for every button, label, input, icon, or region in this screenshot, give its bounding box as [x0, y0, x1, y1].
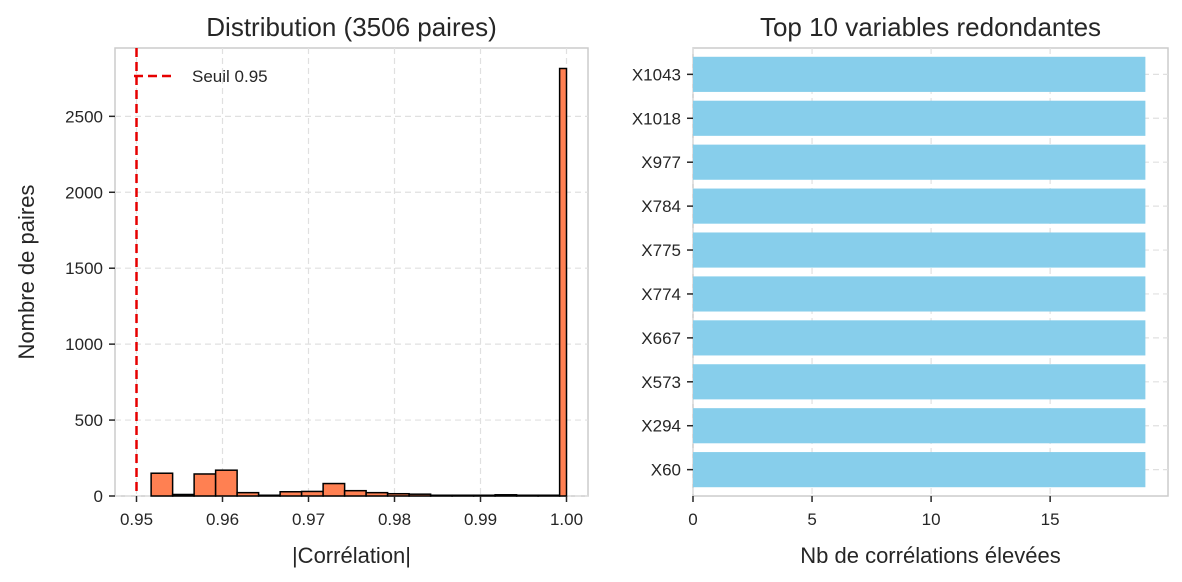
top-variables-bar [693, 100, 1146, 136]
histogram-y-axis-label: Nombre de paires [14, 185, 39, 360]
histogram-bar [279, 490, 303, 497]
top-variables-y-tick-label: X573 [641, 373, 681, 392]
histogram-bars [150, 67, 568, 497]
histogram-bar [494, 494, 518, 497]
histogram-bar [386, 492, 410, 497]
top-variables-y-tick-label: X775 [641, 241, 681, 260]
top-variables-bar [693, 276, 1146, 312]
histogram-bar [214, 469, 238, 497]
histogram-bar [257, 494, 281, 497]
histogram-bar [236, 491, 260, 497]
legend-threshold-label: Seuil 0.95 [192, 67, 268, 86]
histogram-x-tick-label: 0.96 [206, 510, 239, 529]
top-variables-y-tick-label: X294 [641, 417, 681, 436]
top-variables-y-tick-label: X667 [641, 329, 681, 348]
top-variables-y-tick-label: X784 [641, 197, 681, 216]
histogram-bar [365, 491, 389, 497]
top-variables-bar [693, 452, 1146, 488]
top-variables-y-tick-label: X774 [641, 285, 681, 304]
histogram-x-axis-label: |Corrélation| [292, 543, 411, 568]
top-variables-y-tick-label: X977 [641, 153, 681, 172]
top-variables-y-tick-label: X1018 [632, 109, 681, 128]
histogram-bar [171, 493, 195, 497]
top-variables-x-tick-label: 0 [688, 510, 697, 529]
histogram-bar [558, 67, 568, 497]
histogram-legend: Seuil 0.95 [134, 67, 268, 86]
top-variables-x-ticks: 0 5 10 15 [688, 496, 1060, 529]
histogram-y-tick-label: 2000 [65, 183, 103, 202]
top-variables-bar [693, 320, 1146, 356]
histogram-y-ticks: 0 500 1000 1500 2000 2500 [65, 107, 115, 506]
top-variables-x-tick-label: 10 [922, 510, 941, 529]
top-variables-y-ticks: X1043 X1018 X977 X784 X775 X774 X667 X573 X294 X6… [632, 65, 693, 480]
histogram-bar [537, 494, 561, 497]
histogram-bar [408, 493, 432, 497]
histogram-x-tick-label: 1.00 [550, 510, 583, 529]
histogram-bar [451, 494, 475, 497]
histogram-bar [343, 489, 367, 497]
top-variables-y-tick-label: X1043 [632, 65, 681, 84]
histogram-title: Distribution (3506 paires) [206, 12, 496, 42]
top-variables-x-tick-label: 15 [1041, 510, 1060, 529]
histogram-x-tick-label: 0.98 [378, 510, 411, 529]
top-variables-bar [693, 408, 1146, 444]
histogram-y-tick-label: 500 [75, 411, 103, 430]
histogram-y-tick-label: 1000 [65, 335, 103, 354]
histogram-x-tick-label: 0.97 [292, 510, 325, 529]
top-variables-bar [693, 56, 1146, 92]
top-variables-bar [693, 144, 1146, 180]
histogram-y-tick-label: 2500 [65, 107, 103, 126]
histogram-plot-area [114, 47, 589, 497]
histogram-bar [150, 472, 174, 497]
histogram-panel: 0.95 0.96 0.97 0.98 0.99 1.00 0 500 1000 1500 200… [14, 12, 589, 568]
top-variables-y-tick-label: X60 [651, 461, 681, 480]
histogram-bar [515, 494, 539, 497]
histogram-bar [429, 494, 453, 497]
top-variables-x-axis-label: Nb de corrélations élevées [800, 543, 1060, 568]
histogram-bar [193, 473, 217, 497]
top-variables-x-tick-label: 5 [807, 510, 816, 529]
histogram-x-tick-label: 0.99 [464, 510, 497, 529]
top-variables-bar [693, 364, 1146, 400]
top-variables-bar [693, 232, 1146, 268]
top-variables-bar [693, 188, 1146, 224]
histogram-x-ticks: 0.95 0.96 0.97 0.98 0.99 1.00 [120, 496, 583, 529]
histogram-x-tick-label: 0.95 [120, 510, 153, 529]
histogram-bar [472, 494, 496, 497]
histogram-y-tick-label: 1500 [65, 259, 103, 278]
histogram-bar [300, 490, 324, 497]
top-variables-bars [693, 56, 1146, 488]
top-variables-title: Top 10 variables redondantes [760, 12, 1101, 42]
top-variables-panel: 0 5 10 15 X1043 X1018 X977 X784 X775 X774 X667 X57… [632, 12, 1169, 568]
histogram-y-tick-label: 0 [94, 487, 103, 506]
histogram-bar [322, 482, 346, 497]
